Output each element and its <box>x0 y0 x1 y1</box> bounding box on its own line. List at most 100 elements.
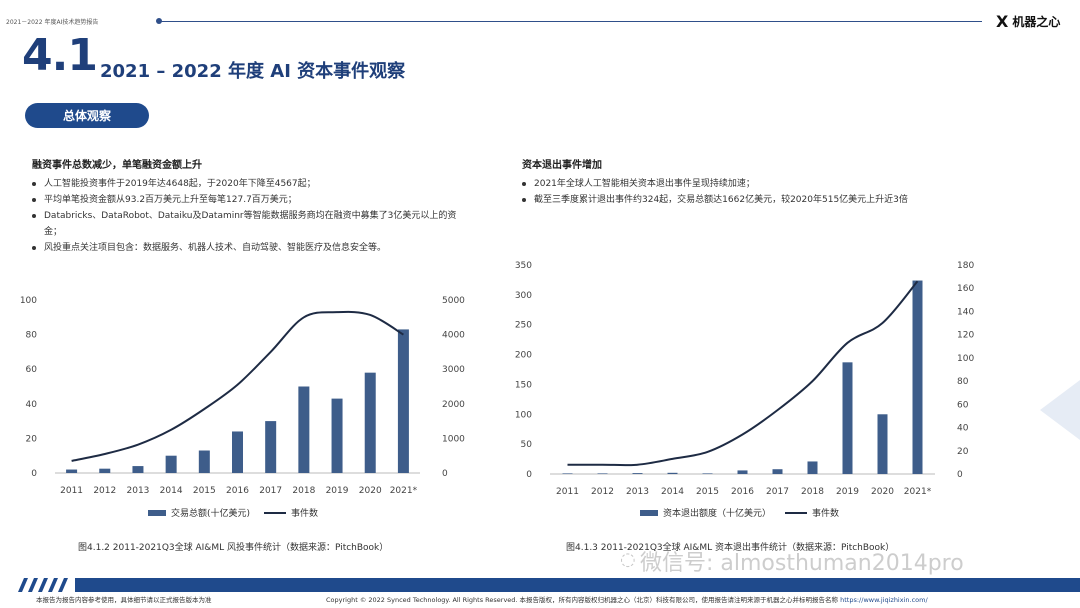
bullet-icon <box>32 213 36 218</box>
header-line-dot <box>156 18 162 24</box>
x-tick: 2016 <box>226 486 249 495</box>
legend-line-swatch <box>785 511 808 514</box>
bar <box>632 473 643 474</box>
y-tick-left: 250 <box>515 321 532 331</box>
bullet-icon <box>32 197 36 202</box>
bar <box>331 398 343 473</box>
list-item: 风投重点关注项目包含：数据服务、机器人技术、自动驾驶、智能医疗及信息安全等。 <box>32 240 472 256</box>
bar <box>562 473 573 474</box>
y-tick-right: 0 <box>442 469 448 479</box>
decorative-shape <box>1040 380 1080 440</box>
y-tick-right: 3000 <box>442 365 465 375</box>
brand-logo: X 机器之心 <box>996 12 1060 31</box>
chart1-caption: 图4.1.2 2011-2021Q3全球 AI&ML 风投事件统计（数据来源：P… <box>78 543 389 553</box>
bullet-icon <box>32 181 36 186</box>
y-tick-right: 180 <box>957 261 974 271</box>
bar <box>737 470 748 474</box>
x-tick: 2014 <box>160 486 183 495</box>
bar <box>99 468 111 473</box>
footer-link[interactable]: https://www.jiqizhixin.com/ <box>840 596 928 604</box>
watermark: 微信号: almosthuman2014pro <box>640 551 964 576</box>
logo-mark-icon: X <box>996 12 1009 31</box>
bar <box>397 329 409 473</box>
bar <box>298 386 310 473</box>
bar <box>66 469 78 473</box>
legend-line-label: 事件数 <box>812 509 840 519</box>
y-tick-left: 0 <box>31 469 37 479</box>
y-tick-right: 40 <box>957 424 969 434</box>
footer-stripes <box>18 578 68 592</box>
bar <box>807 461 818 474</box>
x-tick: 2018 <box>801 487 824 495</box>
y-tick-left: 60 <box>26 365 38 375</box>
report-name: 2021－2022 年度AI技术趋势报告 <box>6 19 99 26</box>
wechat-icon: ◌ <box>620 549 636 570</box>
x-tick: 2020 <box>871 487 894 495</box>
x-tick: 2013 <box>127 486 150 495</box>
x-tick: 2017 <box>766 487 789 495</box>
x-tick: 2019 <box>326 486 349 495</box>
list-item: 平均单笔投资金额从93.2百万美元上升至每笔127.7百万美元； <box>32 192 472 208</box>
legend-line-swatch <box>264 511 287 514</box>
x-tick: 2011 <box>60 486 83 495</box>
bar <box>912 280 923 474</box>
left-heading: 融资事件总数减少，单笔融资金额上升 <box>32 160 202 171</box>
x-tick: 2021* <box>904 487 932 495</box>
y-tick-left: 40 <box>26 400 38 410</box>
footer-copyright: Copyright © 2022 Synced Technology. All … <box>326 594 928 604</box>
x-tick: 2015 <box>193 486 216 495</box>
x-tick: 2015 <box>696 487 719 495</box>
y-tick-right: 120 <box>957 331 974 341</box>
y-tick-left: 0 <box>526 470 532 480</box>
footer-bar <box>75 578 1080 592</box>
legend-bar-label: 资本退出额度（十亿美元） <box>663 509 772 519</box>
right-heading: 资本退出事件增加 <box>522 160 602 171</box>
bar <box>842 362 853 474</box>
x-tick: 2020 <box>359 486 382 495</box>
legend-bar-label: 交易总额(十亿美元) <box>171 509 251 519</box>
y-tick-right: 60 <box>957 400 969 410</box>
overview-pill: 总体观察 <box>25 103 149 128</box>
bar <box>702 473 713 474</box>
y-tick-right: 160 <box>957 284 974 294</box>
bar <box>165 455 177 473</box>
list-item: Databricks、DataRobot、Dataiku及Dataminr等智能… <box>32 208 472 240</box>
list-item: 2021年全球人工智能相关资本退出事件呈现持续加速； <box>522 176 992 192</box>
x-tick: 2017 <box>259 486 282 495</box>
right-bullets: 2021年全球人工智能相关资本退出事件呈现持续加速； 截至三季度累计退出事件约3… <box>522 176 992 208</box>
bar <box>772 469 783 474</box>
copyright-text: Copyright © 2022 Synced Technology. All … <box>326 596 839 604</box>
y-tick-left: 100 <box>515 410 532 420</box>
bullet-icon <box>522 197 526 202</box>
bar <box>265 421 277 473</box>
x-tick: 2018 <box>292 486 315 495</box>
section-title: 2021 – 2022 年度 AI 资本事件观察 <box>100 61 406 82</box>
left-bullets: 人工智能投资事件于2019年达4648起，于2020年下降至4567起； 平均单… <box>32 176 472 256</box>
y-tick-right: 100 <box>957 354 974 364</box>
x-tick: 2012 <box>591 487 614 495</box>
x-tick: 2011 <box>556 487 579 495</box>
list-item: 人工智能投资事件于2019年达4648起，于2020年下降至4567起； <box>32 176 472 192</box>
x-tick: 2013 <box>626 487 649 495</box>
logo-text: 机器之心 <box>1012 15 1061 29</box>
y-tick-right: 4000 <box>442 331 465 341</box>
section-number: 4.1 <box>22 30 98 81</box>
y-tick-left: 80 <box>26 331 38 341</box>
y-tick-left: 150 <box>515 380 532 390</box>
list-item: 截至三季度累计退出事件约324起，交易总额达1662亿美元，较2020年515亿… <box>522 192 992 208</box>
x-tick: 2014 <box>661 487 684 495</box>
y-tick-right: 20 <box>957 447 969 457</box>
y-tick-left: 50 <box>521 440 533 450</box>
bullet-icon <box>522 181 526 186</box>
bar <box>132 466 144 473</box>
y-tick-left: 300 <box>515 291 532 301</box>
y-tick-right: 80 <box>957 377 969 387</box>
series-line <box>71 310 404 462</box>
series-line <box>567 280 919 467</box>
chart1-legend: 交易总额(十亿美元) 事件数 <box>148 506 318 519</box>
bar <box>232 431 243 473</box>
y-tick-right: 0 <box>957 470 963 480</box>
y-tick-right: 5000 <box>442 296 465 306</box>
bar <box>364 372 376 473</box>
